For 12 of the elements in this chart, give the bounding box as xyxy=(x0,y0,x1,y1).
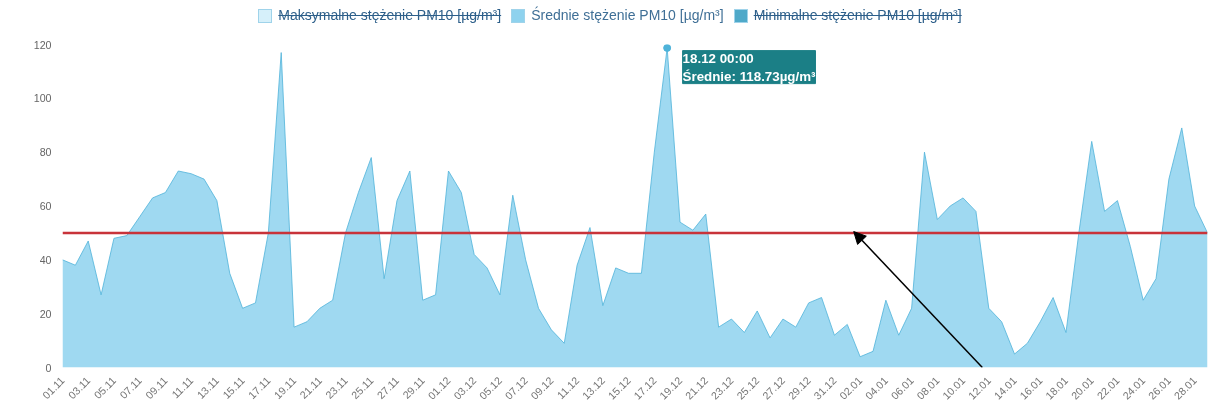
legend-label: Średnie stężenie PM10 [µg/m³] xyxy=(531,7,724,23)
y-tick-label: 20 xyxy=(39,307,52,320)
y-tick-label: 100 xyxy=(33,92,52,105)
annotation: 18.12 00:00 xyxy=(682,50,754,66)
annotation: Średnie: 118.73µg/m³ xyxy=(682,68,817,84)
legend-label: Minimalne stężenie PM10 [µg/m³] xyxy=(753,7,962,23)
y-tick-label: 80 xyxy=(39,146,52,159)
y-tick-label: 60 xyxy=(39,200,52,212)
legend-label: Maksymalne stężenie PM10 [µg/m³] xyxy=(278,7,502,23)
y-tick-label: 120 xyxy=(33,38,52,51)
y-tick-label: 0 xyxy=(45,361,52,374)
y-tick-label: 40 xyxy=(39,253,52,266)
